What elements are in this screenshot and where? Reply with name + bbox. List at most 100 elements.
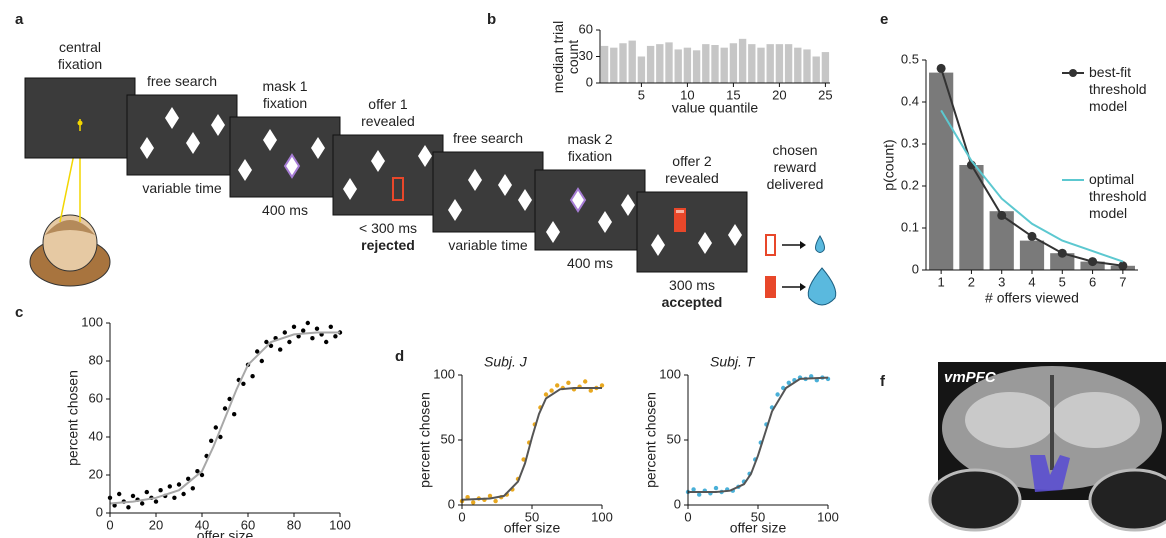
- data-point: [314, 326, 320, 331]
- data-point: [487, 493, 493, 499]
- data-point: [566, 380, 571, 385]
- x-tick-label: 80: [287, 517, 301, 532]
- data-point: [324, 339, 329, 345]
- bar: [748, 44, 756, 83]
- search-item: [311, 137, 325, 159]
- arrow-head: [800, 283, 806, 291]
- bar: [683, 47, 692, 83]
- data-point: [301, 328, 306, 333]
- step-duration: variable time: [448, 237, 528, 253]
- screen: [229, 116, 341, 198]
- x-tick-label: 2: [968, 274, 975, 289]
- step-duration: 300 ms: [669, 277, 715, 293]
- x-axis-label: offer size: [504, 520, 561, 536]
- data-point: [333, 334, 338, 339]
- step-outcome: accepted: [661, 294, 723, 310]
- search-item: [165, 107, 179, 129]
- data-point: [153, 499, 159, 504]
- offer-cue-top: [676, 210, 684, 213]
- data-point: [282, 330, 287, 335]
- bar: [600, 45, 609, 83]
- panel-label: d: [395, 348, 404, 365]
- model-point: [1088, 257, 1098, 267]
- x-axis-label: offer size: [730, 520, 787, 536]
- bar: [646, 45, 655, 83]
- bar: [1019, 240, 1045, 270]
- small-drop: [815, 235, 825, 253]
- y-tick-label: 0: [448, 496, 455, 511]
- data-point: [117, 491, 122, 497]
- data-point: [250, 374, 255, 379]
- x-tick-label: 10: [680, 87, 694, 102]
- data-point: [543, 392, 549, 397]
- data-point: [493, 498, 498, 504]
- x-tick-label: 50: [525, 509, 539, 524]
- x-axis-label: value quantile: [672, 100, 759, 116]
- x-axis-label: offer size: [197, 528, 254, 538]
- x-tick-label: 20: [772, 87, 786, 102]
- step-caption: offer 1 revealed: [361, 96, 415, 129]
- search-item: [263, 129, 277, 151]
- x-tick-label: 5: [1059, 274, 1066, 289]
- fit-line: [109, 331, 340, 505]
- panel-label: e: [880, 11, 888, 28]
- bar: [720, 47, 728, 83]
- step-caption: mask 2 fixation: [567, 131, 613, 164]
- bar: [1050, 253, 1075, 270]
- x-tick-label: 60: [241, 517, 255, 532]
- x-tick-label: 100: [591, 509, 613, 524]
- bar: [929, 72, 954, 270]
- y-axis-label: percent chosen: [65, 370, 81, 466]
- x-tick-label: 0: [458, 509, 465, 524]
- data-point: [713, 485, 719, 491]
- search-item: [518, 189, 532, 211]
- x-tick-label: 0: [106, 517, 113, 532]
- data-point: [259, 358, 264, 364]
- data-point: [140, 501, 145, 506]
- step-caption: central fixation: [57, 39, 103, 72]
- offer-cue: [674, 208, 686, 232]
- model-point: [997, 210, 1007, 220]
- model-point: [1057, 248, 1067, 258]
- bar: [674, 49, 682, 83]
- data-point: [775, 392, 780, 397]
- step-caption: free search: [146, 73, 218, 89]
- y-tick-label: 100: [659, 366, 681, 381]
- step-duration: 400 ms: [567, 255, 613, 271]
- y-tick-label: 0.1: [901, 219, 919, 234]
- data-point: [287, 339, 292, 345]
- model-point: [1027, 231, 1037, 241]
- bar: [766, 44, 774, 83]
- y-axis-label: percent chosen: [417, 392, 433, 488]
- bar: [692, 50, 701, 83]
- x-tick-label: 7: [1119, 274, 1126, 289]
- data-point: [112, 503, 117, 508]
- search-item: [283, 153, 301, 179]
- vmpfc-region: [1030, 455, 1070, 492]
- search-item: [211, 114, 225, 136]
- search-item: [468, 169, 482, 191]
- y-tick-label: 0.2: [901, 177, 919, 192]
- y-tick-label: 60: [579, 21, 593, 36]
- x-tick-label: 50: [751, 509, 765, 524]
- bar: [812, 56, 820, 83]
- data-point: [278, 347, 283, 352]
- screen: [126, 94, 238, 176]
- search-item: [728, 224, 742, 246]
- data-point: [549, 388, 554, 393]
- data-point: [176, 482, 182, 487]
- search-item: [651, 234, 665, 256]
- bar: [637, 56, 646, 83]
- orbit: [1088, 468, 1166, 532]
- white-matter: [965, 392, 1055, 448]
- arrow-head: [800, 241, 806, 249]
- step-duration: variable time: [142, 180, 222, 196]
- data-point: [305, 320, 310, 326]
- search-item: [238, 159, 252, 181]
- data-point: [181, 491, 186, 497]
- bar: [794, 47, 802, 83]
- bar: [757, 47, 765, 83]
- data-point: [241, 381, 246, 386]
- x-tick-label: 25: [818, 87, 832, 102]
